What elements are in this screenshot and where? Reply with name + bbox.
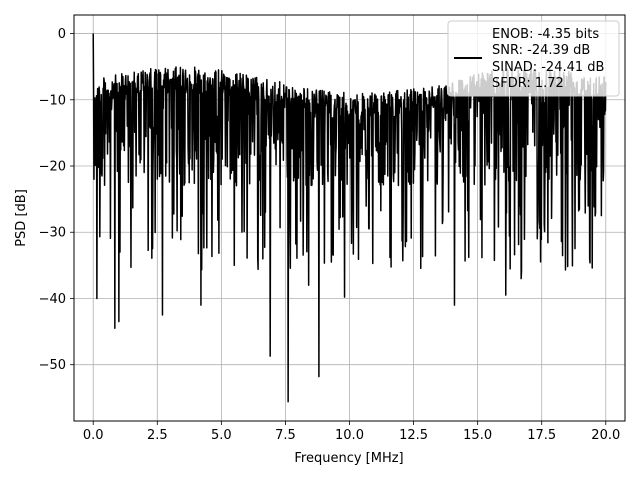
x-tick-label: 12.5 xyxy=(399,428,428,443)
y-axis-label: PSD [dB] xyxy=(14,189,29,247)
legend-line-snr: SNR: -24.39 dB xyxy=(492,43,590,58)
psd-trace-segment xyxy=(385,79,461,306)
psd-trace-segment xyxy=(239,72,314,403)
x-tick-label: 20.0 xyxy=(591,428,620,443)
y-tick-label: 0 xyxy=(58,27,66,42)
y-tick-label: −20 xyxy=(39,160,66,175)
x-tick-label: 15.0 xyxy=(463,428,492,443)
psd-trace-segment xyxy=(312,89,388,378)
legend-line-enob: ENOB: -4.35 bits xyxy=(492,27,599,42)
legend-box xyxy=(447,20,620,97)
legend-line-sfdr: SFDR: 1.72 xyxy=(492,76,564,91)
legend: ENOB: -4.35 bits SNR: -24.39 dB SINAD: -… xyxy=(447,20,620,97)
psd-trace-segment xyxy=(92,33,168,330)
x-tick-label: 2.5 xyxy=(147,428,168,443)
legend-line-sinad: SINAD: -24.41 dB xyxy=(492,60,604,75)
x-tick-label: 7.5 xyxy=(275,428,296,443)
x-axis-ticks: 0.0 2.5 5.0 7.5 10.0 12.5 15.0 17.5 20.0 xyxy=(83,421,620,443)
x-tick-label: 0.0 xyxy=(83,428,104,443)
x-tick-label: 5.0 xyxy=(211,428,232,443)
psd-trace-segment xyxy=(165,66,241,306)
x-tick-label: 17.5 xyxy=(527,428,556,443)
y-tick-label: −10 xyxy=(39,93,66,108)
y-axis-ticks: 0 −10 −20 −30 −40 −50 xyxy=(39,27,74,373)
x-axis-label: Frequency [MHz] xyxy=(294,451,403,466)
y-tick-label: −50 xyxy=(39,358,66,373)
x-tick-label: 10.0 xyxy=(335,428,364,443)
y-tick-label: −30 xyxy=(39,226,66,241)
y-tick-label: −40 xyxy=(39,292,66,307)
